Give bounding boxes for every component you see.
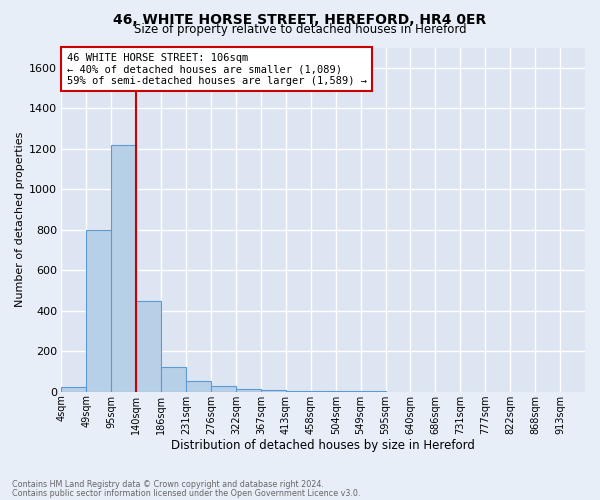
Bar: [311, 391, 335, 392]
Bar: [61, 386, 86, 392]
Bar: [136, 300, 161, 392]
Text: 46, WHITE HORSE STREET, HEREFORD, HR4 0ER: 46, WHITE HORSE STREET, HEREFORD, HR4 0E…: [113, 12, 487, 26]
Y-axis label: Number of detached properties: Number of detached properties: [15, 132, 25, 308]
Bar: [161, 368, 186, 392]
Bar: [286, 390, 311, 392]
Text: Size of property relative to detached houses in Hereford: Size of property relative to detached ho…: [134, 22, 466, 36]
Bar: [112, 144, 136, 392]
X-axis label: Distribution of detached houses by size in Hereford: Distribution of detached houses by size …: [171, 440, 475, 452]
Bar: [236, 388, 261, 392]
Bar: [86, 230, 112, 392]
Text: 46 WHITE HORSE STREET: 106sqm
← 40% of detached houses are smaller (1,089)
59% o: 46 WHITE HORSE STREET: 106sqm ← 40% of d…: [67, 52, 367, 86]
Bar: [261, 390, 286, 392]
Bar: [211, 386, 236, 392]
Text: Contains HM Land Registry data © Crown copyright and database right 2024.: Contains HM Land Registry data © Crown c…: [12, 480, 324, 489]
Text: Contains public sector information licensed under the Open Government Licence v3: Contains public sector information licen…: [12, 488, 361, 498]
Bar: [186, 380, 211, 392]
